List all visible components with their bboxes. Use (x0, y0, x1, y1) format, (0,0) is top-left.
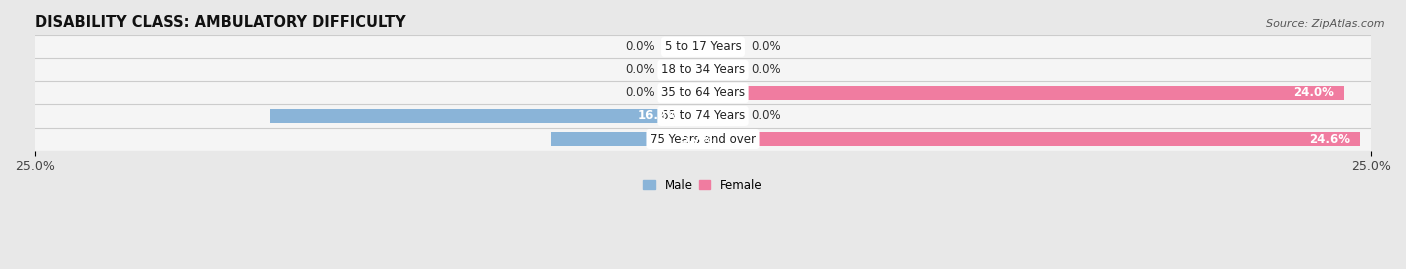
Legend: Male, Female: Male, Female (638, 174, 768, 196)
Text: 75 Years and over: 75 Years and over (650, 133, 756, 146)
Text: 5 to 17 Years: 5 to 17 Years (665, 40, 741, 53)
Text: 18 to 34 Years: 18 to 34 Years (661, 63, 745, 76)
Text: 24.0%: 24.0% (1292, 86, 1334, 100)
Bar (683, 86, 703, 100)
Bar (35, 104, 1371, 128)
Bar (683, 63, 703, 77)
Text: 35 to 64 Years: 35 to 64 Years (661, 86, 745, 100)
Bar (703, 132, 1361, 146)
Bar (703, 109, 723, 123)
Bar (35, 35, 1371, 58)
Bar (35, 82, 1371, 104)
Text: 0.0%: 0.0% (626, 63, 655, 76)
Bar (683, 40, 703, 54)
Bar (35, 128, 1371, 151)
Text: 16.2%: 16.2% (638, 109, 679, 122)
Text: 24.6%: 24.6% (1309, 133, 1350, 146)
Bar (270, 109, 703, 123)
Bar (35, 58, 1371, 82)
Bar (703, 40, 723, 54)
Text: DISABILITY CLASS: AMBULATORY DIFFICULTY: DISABILITY CLASS: AMBULATORY DIFFICULTY (35, 15, 405, 30)
Text: 65 to 74 Years: 65 to 74 Years (661, 109, 745, 122)
Text: 0.0%: 0.0% (751, 63, 780, 76)
Bar (703, 86, 1344, 100)
Bar (551, 132, 703, 146)
Bar (703, 63, 723, 77)
Text: Source: ZipAtlas.com: Source: ZipAtlas.com (1267, 19, 1385, 29)
Text: 5.7%: 5.7% (681, 133, 713, 146)
Text: 0.0%: 0.0% (626, 40, 655, 53)
Text: 0.0%: 0.0% (751, 40, 780, 53)
Text: 0.0%: 0.0% (626, 86, 655, 100)
Text: 0.0%: 0.0% (751, 109, 780, 122)
